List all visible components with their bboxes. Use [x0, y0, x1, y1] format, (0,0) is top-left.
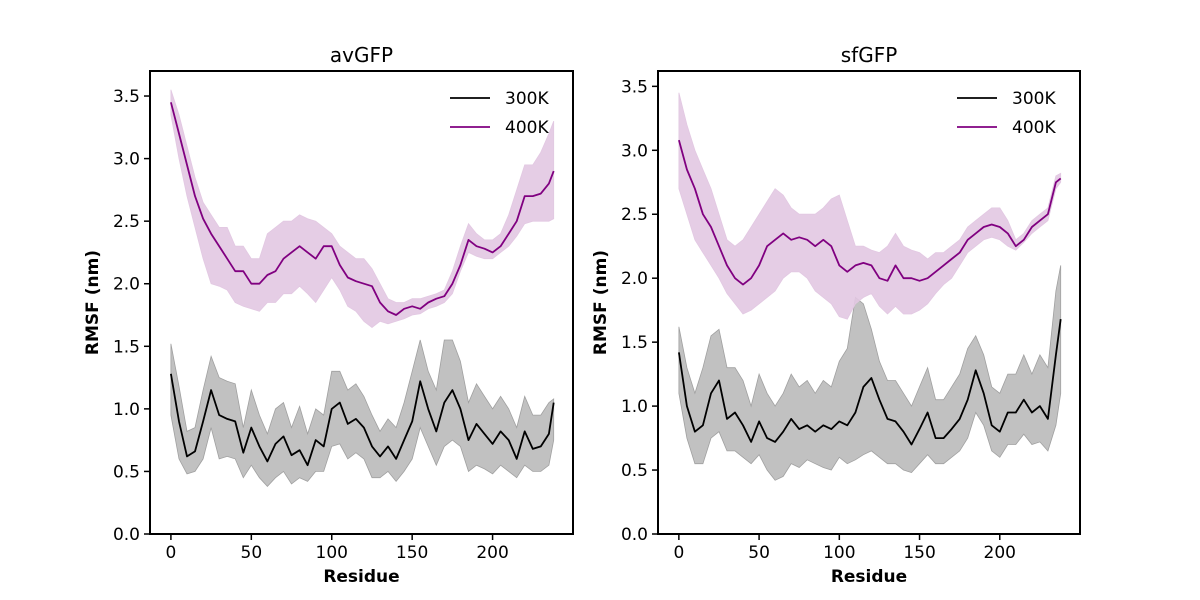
x-tick-label: 0 [673, 543, 684, 563]
y-tick-label: 1.5 [621, 333, 648, 353]
band-400k [170, 89, 555, 329]
legend-label-400k: 400K [505, 118, 549, 138]
legend-label-400k: 400K [1012, 118, 1056, 138]
y-tick-label: 0.0 [113, 525, 140, 545]
y-tick-label: 1.0 [621, 397, 648, 417]
legend-label-300k: 300K [1012, 89, 1056, 109]
band-300k [678, 265, 1062, 481]
y-tick-label: 3.5 [113, 87, 140, 107]
x-tick-label: 200 [984, 543, 1016, 563]
y-tick-label: 3.5 [621, 77, 648, 97]
y-axis-label: RMSF (nm) [83, 250, 103, 355]
band-400k [678, 92, 1062, 320]
x-axis-label: Residue [323, 567, 399, 587]
x-tick-label: 150 [396, 543, 428, 563]
series-line-300k [678, 318, 1062, 446]
y-tick-label: 3.0 [113, 150, 140, 170]
legend-label-300k: 300K [505, 89, 549, 109]
band-300k [170, 339, 555, 487]
axes-frame [149, 70, 574, 535]
series-line-400k [678, 139, 1062, 286]
x-tick-label: 100 [823, 543, 855, 563]
x-axis-label: Residue [831, 567, 907, 587]
legend: 300K 400K [957, 89, 1056, 138]
x-tick-label: 200 [476, 543, 508, 563]
axes-frame [657, 70, 1081, 535]
y-tick-label: 3.0 [621, 141, 648, 161]
x-tick-label: 0 [165, 543, 176, 563]
x-tick-label: 150 [903, 543, 935, 563]
chart-title: sfGFP [841, 43, 898, 67]
y-tick-label: 0.5 [621, 461, 648, 481]
y-axis-label: RMSF (nm) [591, 250, 611, 355]
y-tick-label: 2.5 [621, 205, 648, 225]
y-tick-label: 1.5 [113, 337, 140, 357]
y-tick-label: 0.5 [113, 462, 140, 482]
x-tick-label: 50 [748, 543, 770, 563]
series-line-400k [170, 102, 555, 316]
y-tick-label: 0.0 [621, 525, 648, 545]
legend: 300K 400K [450, 89, 549, 138]
y-tick-label: 2.0 [113, 275, 140, 295]
series-line-300k [170, 373, 555, 467]
x-tick-label: 100 [316, 543, 348, 563]
y-tick-label: 2.0 [621, 269, 648, 289]
panel-avgfp: 0 50 100 150 200 0.0 0.5 1.0 1.5 2.0 2.5 3.0 3.5 avGF… [83, 43, 574, 587]
y-tick-label: 1.0 [113, 400, 140, 420]
panel-sfgfp: 0 50 100 150 200 0.0 0.5 1.0 1.5 2.0 2.5 3.0 3.5 sfGF… [591, 43, 1081, 587]
y-tick-label: 2.5 [113, 212, 140, 232]
x-tick-label: 50 [241, 543, 263, 563]
chart-title: avGFP [330, 43, 393, 67]
